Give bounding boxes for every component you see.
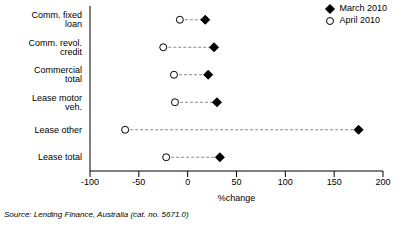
svg-text:Lease other: Lease other bbox=[34, 125, 82, 135]
svg-text:Lease total: Lease total bbox=[38, 152, 82, 162]
svg-text:-50: -50 bbox=[132, 177, 145, 187]
svg-text:Comm. fixedloan: Comm. fixedloan bbox=[31, 10, 82, 29]
svg-text:Commercialtotal: Commercialtotal bbox=[34, 65, 82, 84]
svg-text:0: 0 bbox=[185, 177, 190, 187]
svg-text:Comm. revol.credit: Comm. revol.credit bbox=[28, 38, 82, 57]
svg-text:%change: %change bbox=[218, 193, 256, 203]
html-text:March 2010: March 2010 bbox=[339, 3, 387, 13]
html-text:Source: Lending Finance, Austr: Source: Lending Finance, Australia (cat.… bbox=[4, 210, 189, 219]
svg-text:-100: -100 bbox=[81, 177, 99, 187]
svg-text:50: 50 bbox=[231, 177, 241, 187]
svg-text:200: 200 bbox=[375, 177, 389, 187]
html-text:April 2010: April 2010 bbox=[339, 15, 380, 25]
svg-text:150: 150 bbox=[327, 177, 342, 187]
svg-text:100: 100 bbox=[278, 177, 293, 187]
svg-text:Lease motorveh.: Lease motorveh. bbox=[32, 93, 82, 112]
